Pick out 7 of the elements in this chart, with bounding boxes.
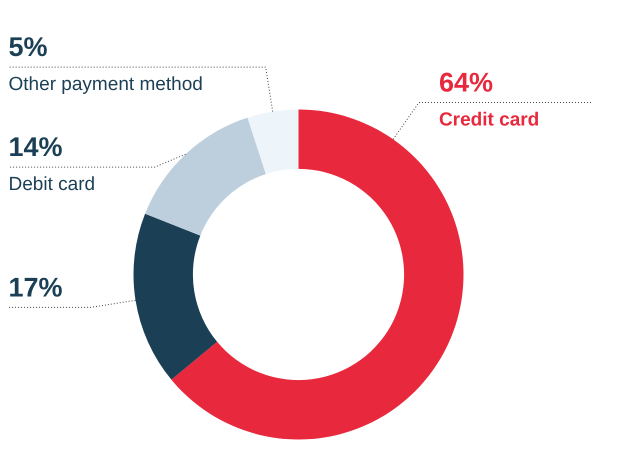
data-label: 17%: [8, 272, 63, 302]
data-label: 14%: [8, 132, 63, 162]
data-label: 5%: [8, 32, 48, 62]
slice-label: Debit card: [8, 174, 96, 196]
slice-label: Credit card: [438, 109, 540, 130]
data-label: 64%: [438, 67, 493, 98]
slice-label: Other payment method: [8, 74, 203, 96]
